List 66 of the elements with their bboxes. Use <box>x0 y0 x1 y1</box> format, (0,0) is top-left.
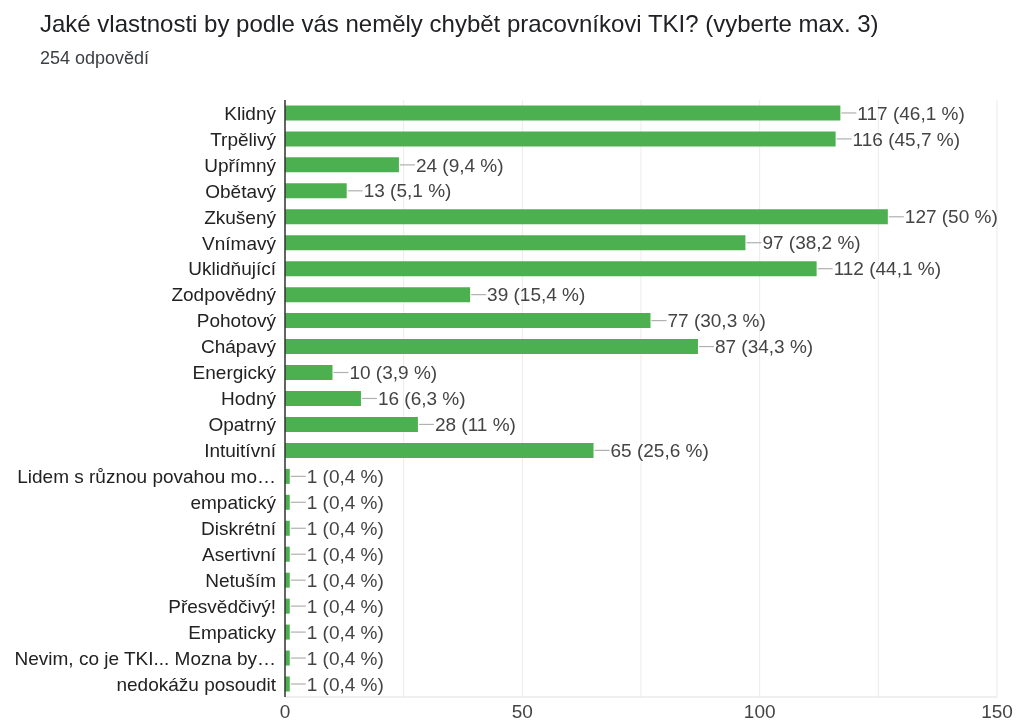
bar <box>285 442 594 458</box>
data-label: 1 (0,4 %) <box>306 621 384 643</box>
bar <box>285 313 651 329</box>
y-tick-label: Netuším <box>205 569 276 591</box>
x-tick-label: 100 <box>743 701 776 723</box>
data-label: 1 (0,4 %) <box>306 543 384 565</box>
data-label: 10 (3,9 %) <box>349 362 438 384</box>
x-tick-label: 50 <box>511 701 533 723</box>
x-tick-label: 150 <box>981 701 1013 723</box>
y-tick-label: Upřímný <box>204 154 277 176</box>
data-label: 13 (5,1 %) <box>363 180 452 202</box>
data-label: 127 (50 %) <box>904 206 998 228</box>
y-tick-label: Klidný <box>224 102 277 124</box>
y-tick-label: Trpělivý <box>210 128 277 150</box>
x-tick-label: 0 <box>279 701 291 723</box>
chart-title: Jaké vlastnosti by podle vás neměly chybět pracovníkovi TKI? (vyberte max. 3) <box>40 10 879 38</box>
data-label: 16 (6,3 %) <box>377 388 466 410</box>
data-label: 1 (0,4 %) <box>306 673 384 695</box>
bar <box>285 339 698 355</box>
y-tick-label: Energický <box>192 362 277 384</box>
data-label: 97 (38,2 %) <box>762 232 861 254</box>
bar <box>285 287 471 303</box>
bar <box>285 416 418 432</box>
bar <box>285 105 841 121</box>
text: 254 odpovědí <box>40 48 150 69</box>
bar <box>285 209 888 225</box>
data-label: 1 (0,4 %) <box>306 647 384 669</box>
data-label: 112 (44,1 %) <box>833 258 942 280</box>
y-tick-label: Přesvědčivý! <box>168 595 276 617</box>
bar <box>285 261 817 277</box>
bar <box>285 235 746 251</box>
y-tick-label: Opatrný <box>208 414 277 436</box>
y-tick-label: Asertivní <box>202 543 277 565</box>
y-tick-label: Hodný <box>221 388 277 410</box>
data-label: 65 (25,6 %) <box>610 440 709 462</box>
y-tick-label: Zodpovědný <box>171 284 277 306</box>
data-label: 1 (0,4 %) <box>306 569 384 591</box>
y-tick-label: Obětavý <box>205 180 277 202</box>
data-label: 1 (0,4 %) <box>306 517 384 539</box>
bar <box>285 365 333 381</box>
y-tick-label: nedokážu posoudit <box>116 673 277 695</box>
y-tick-label: Chápavý <box>201 336 277 358</box>
y-tick-label: Zkušený <box>204 206 277 228</box>
data-label: 116 (45,7 %) <box>852 128 960 150</box>
data-label: 28 (11 %) <box>434 414 516 436</box>
y-tick-label: Uklidňující <box>188 258 277 280</box>
y-tick-label: Vnímavý <box>202 232 277 254</box>
data-label: 1 (0,4 %) <box>306 491 384 513</box>
y-tick-label: Nevim, co je TKI... Mozna by… <box>14 647 276 669</box>
data-label: 39 (15,4 %) <box>487 284 586 306</box>
bar <box>285 183 347 199</box>
bar <box>285 157 399 173</box>
y-tick-label: Empaticky <box>188 621 277 643</box>
data-label: 117 (46,1 %) <box>857 102 965 124</box>
y-tick-label: Diskrétní <box>201 518 277 540</box>
bar <box>285 131 836 147</box>
y-tick-label: Lidem s různou povahou mo… <box>17 466 276 488</box>
data-label: 1 (0,4 %) <box>306 465 384 487</box>
data-label: 1 (0,4 %) <box>306 595 384 617</box>
data-label: 87 (34,3 %) <box>714 336 814 358</box>
y-tick-label: empatický <box>190 492 277 514</box>
y-tick-label: Intuitívní <box>204 440 277 462</box>
data-label: 77 (30,3 %) <box>667 310 766 332</box>
y-tick-label: Pohotový <box>196 310 277 332</box>
data-label: 24 (9,4 %) <box>415 154 504 176</box>
bar <box>285 390 361 406</box>
